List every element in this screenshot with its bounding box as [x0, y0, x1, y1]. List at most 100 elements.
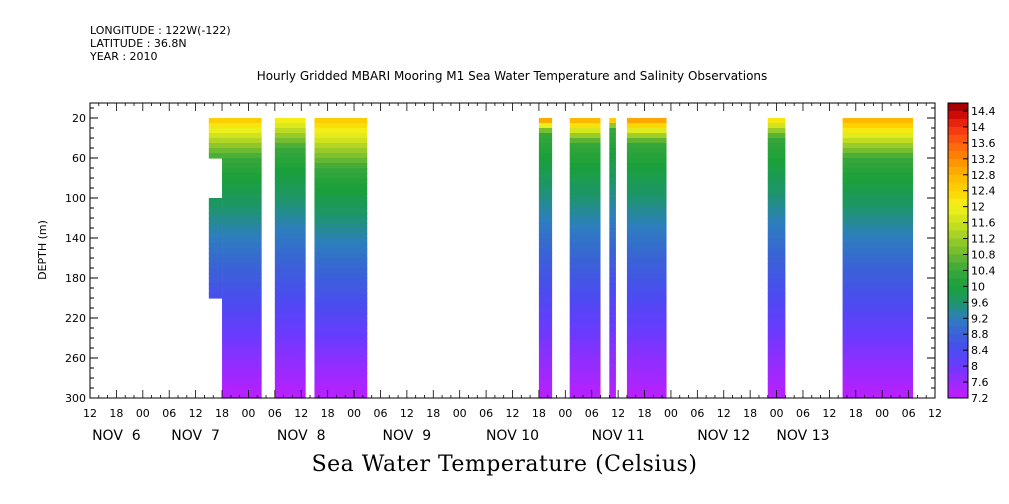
- temperature-cell: [538, 283, 553, 289]
- y-axis-label: DEPTH (m): [36, 220, 49, 280]
- temperature-cell: [538, 348, 553, 354]
- temperature-cell: [222, 253, 262, 259]
- temperature-cell: [569, 358, 601, 364]
- temperature-cell: [609, 318, 616, 324]
- temperature-cell: [626, 178, 667, 184]
- temperature-cell: [274, 133, 306, 139]
- temperature-cell: [222, 288, 262, 294]
- temperature-cell: [842, 158, 913, 164]
- temperature-cell: [314, 178, 368, 184]
- temperature-cell: [842, 298, 913, 304]
- colorbar-swatch: [948, 110, 968, 120]
- temperature-cell: [609, 313, 616, 319]
- x-hour-label: 12: [400, 407, 414, 420]
- temperature-cell: [314, 388, 368, 394]
- data-segment: [626, 118, 667, 399]
- temperature-cell: [626, 163, 667, 169]
- temperature-cell: [222, 363, 262, 369]
- temperature-cell: [538, 223, 553, 229]
- temperature-cell: [314, 223, 368, 229]
- x-hour-label: 12: [611, 407, 625, 420]
- temperature-cell: [538, 168, 553, 174]
- temperature-cell: [538, 263, 553, 269]
- temperature-cell: [569, 348, 601, 354]
- temperature-cell: [314, 193, 368, 199]
- temperature-cell: [222, 333, 262, 339]
- colorbar-tick-label: 10.8: [971, 248, 996, 261]
- data-segment: [208, 118, 223, 159]
- temperature-cell: [569, 258, 601, 264]
- temperature-cell: [626, 368, 667, 374]
- temperature-cell: [626, 158, 667, 164]
- longitude-label: LONGITUDE : 122W(-122): [90, 24, 231, 37]
- temperature-cell: [842, 223, 913, 229]
- temperature-cell: [842, 348, 913, 354]
- temperature-cell: [569, 133, 601, 139]
- temperature-cell: [609, 358, 616, 364]
- temperature-cell: [626, 288, 667, 294]
- temperature-cell: [767, 313, 786, 319]
- temperature-cell: [222, 193, 262, 199]
- temperature-cell: [767, 328, 786, 334]
- temperature-cell: [842, 198, 913, 204]
- colorbar-swatch: [948, 350, 968, 359]
- temperature-cell: [314, 128, 368, 134]
- temperature-cell: [222, 273, 262, 279]
- temperature-cell: [314, 188, 368, 194]
- temperature-cell: [208, 268, 223, 274]
- temperature-cell: [222, 378, 262, 384]
- temperature-cell: [538, 208, 553, 214]
- colorbar-swatch: [948, 374, 968, 383]
- x-hour-label: 18: [849, 407, 863, 420]
- temperature-cell: [314, 353, 368, 359]
- temperature-cell: [569, 228, 601, 234]
- temperature-cell: [222, 148, 262, 154]
- temperature-cell: [609, 393, 616, 399]
- colorbar-swatch: [948, 238, 968, 248]
- temperature-cell: [609, 298, 616, 304]
- temperature-cell: [767, 273, 786, 279]
- temperature-cell: [842, 288, 913, 294]
- temperature-cell: [609, 188, 616, 194]
- temperature-cell: [569, 218, 601, 224]
- temperature-cell: [609, 168, 616, 174]
- temperature-cell: [538, 308, 553, 314]
- temperature-cell: [314, 303, 368, 309]
- x-hour-label: 00: [453, 407, 467, 420]
- temperature-cell: [538, 243, 553, 249]
- temperature-cell: [842, 388, 913, 394]
- temperature-cell: [767, 188, 786, 194]
- temperature-cell: [538, 303, 553, 309]
- colorbar-swatch: [948, 206, 968, 216]
- temperature-cell: [538, 233, 553, 239]
- temperature-cell: [767, 133, 786, 139]
- colorbar-swatch: [948, 182, 968, 192]
- temperature-cell: [626, 363, 667, 369]
- temperature-cell: [314, 338, 368, 344]
- colorbar-swatch: [948, 342, 968, 351]
- temperature-cell: [842, 138, 913, 144]
- temperature-cell: [767, 253, 786, 259]
- temperature-cell: [274, 203, 306, 209]
- temperature-cell: [538, 293, 553, 299]
- temperature-cell: [222, 258, 262, 264]
- temperature-cell: [314, 288, 368, 294]
- temperature-cell: [842, 378, 913, 384]
- x-hour-label: 00: [664, 407, 678, 420]
- temperature-cell: [767, 383, 786, 389]
- temperature-cell: [626, 198, 667, 204]
- temperature-cell: [767, 228, 786, 234]
- temperature-cell: [538, 363, 553, 369]
- temperature-cell: [538, 153, 553, 159]
- x-day-label: NOV 8: [277, 428, 326, 444]
- temperature-cell: [314, 278, 368, 284]
- colorbar-swatch: [948, 126, 968, 136]
- temperature-cell: [314, 383, 368, 389]
- temperature-cell: [626, 258, 667, 264]
- temperature-cell: [569, 323, 601, 329]
- temperature-cell: [609, 338, 616, 344]
- temperature-cell: [767, 378, 786, 384]
- temperature-cell: [842, 228, 913, 234]
- temperature-cell: [842, 258, 913, 264]
- temperature-cell: [222, 243, 262, 249]
